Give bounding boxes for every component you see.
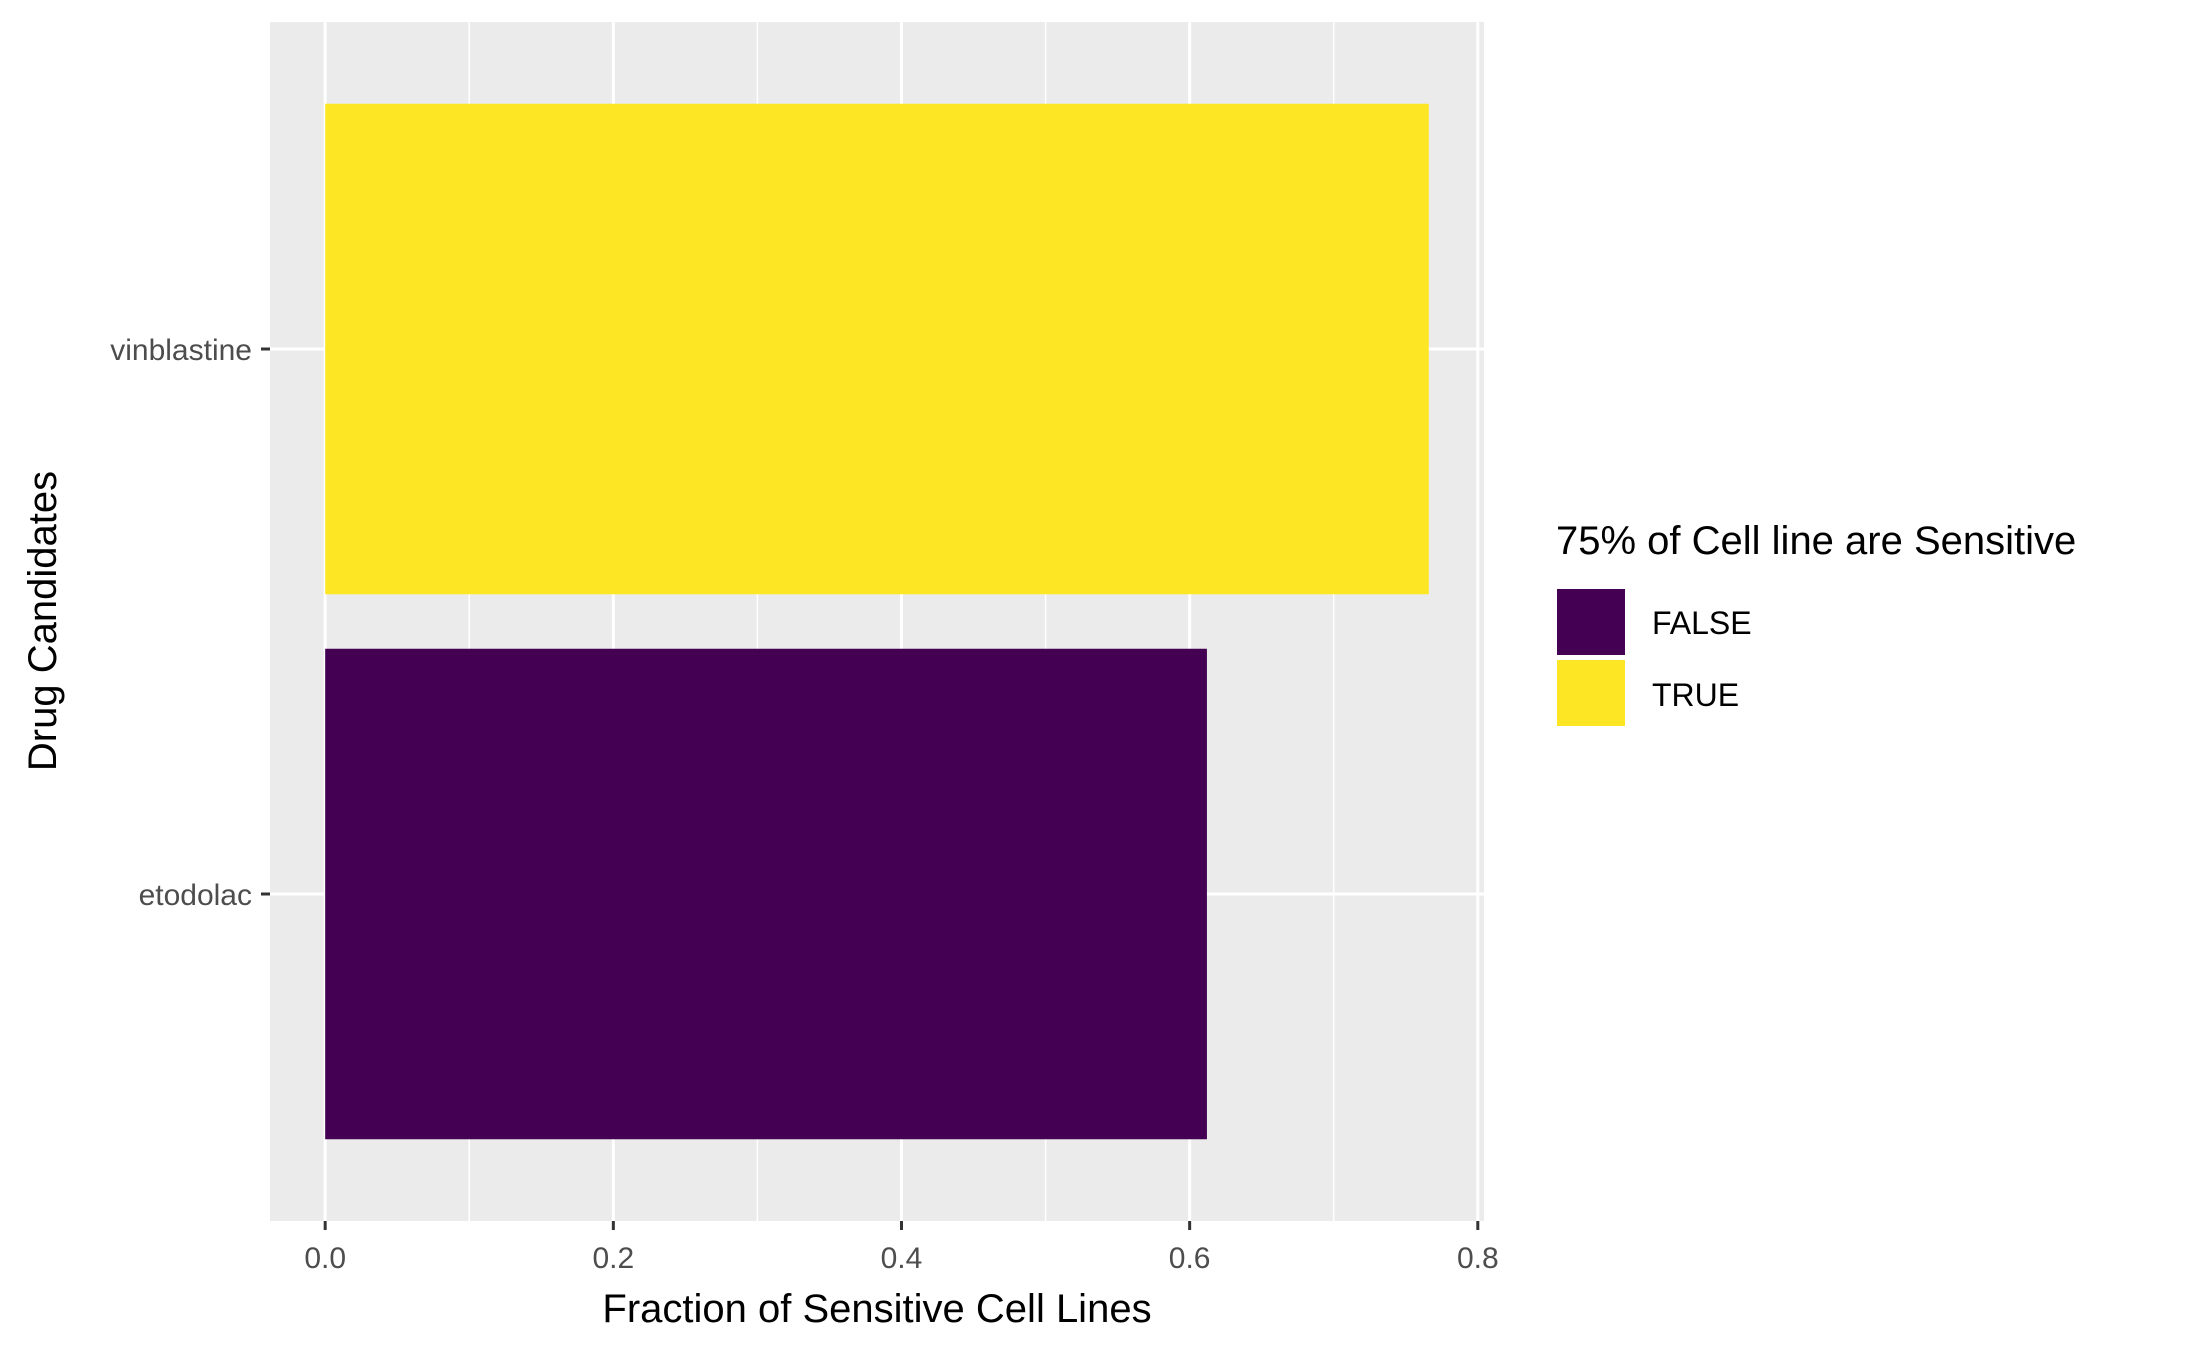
x-tick-label: 0.4 <box>881 1242 923 1275</box>
x-tick-label: 0.8 <box>1457 1242 1499 1275</box>
y-axis: etodolac vinblastine <box>110 334 270 912</box>
legend-label-true: TRUE <box>1652 677 1739 713</box>
bars <box>325 103 1429 1140</box>
legend-label-false: FALSE <box>1652 605 1752 641</box>
bar-etodolac <box>325 648 1207 1140</box>
x-tick-label: 0.0 <box>304 1242 346 1275</box>
legend: 75% of Cell line are Sensitive FALSE TRU… <box>1555 519 2076 728</box>
bar-vinblastine <box>325 103 1429 595</box>
x-axis-title: Fraction of Sensitive Cell Lines <box>602 1287 1151 1331</box>
y-tick-label-etodolac: etodolac <box>139 879 252 912</box>
y-axis-title: Drug Candidates <box>21 471 65 771</box>
legend-title: 75% of Cell line are Sensitive <box>1556 519 2076 563</box>
legend-key-true <box>1555 658 1627 728</box>
y-tick-label-vinblastine: vinblastine <box>110 334 252 367</box>
legend-key-false <box>1555 587 1627 657</box>
x-tick-label: 0.6 <box>1169 1242 1211 1275</box>
x-tick-label: 0.2 <box>592 1242 634 1275</box>
x-axis: 0.0 0.2 0.4 0.6 0.8 <box>304 1221 1499 1275</box>
